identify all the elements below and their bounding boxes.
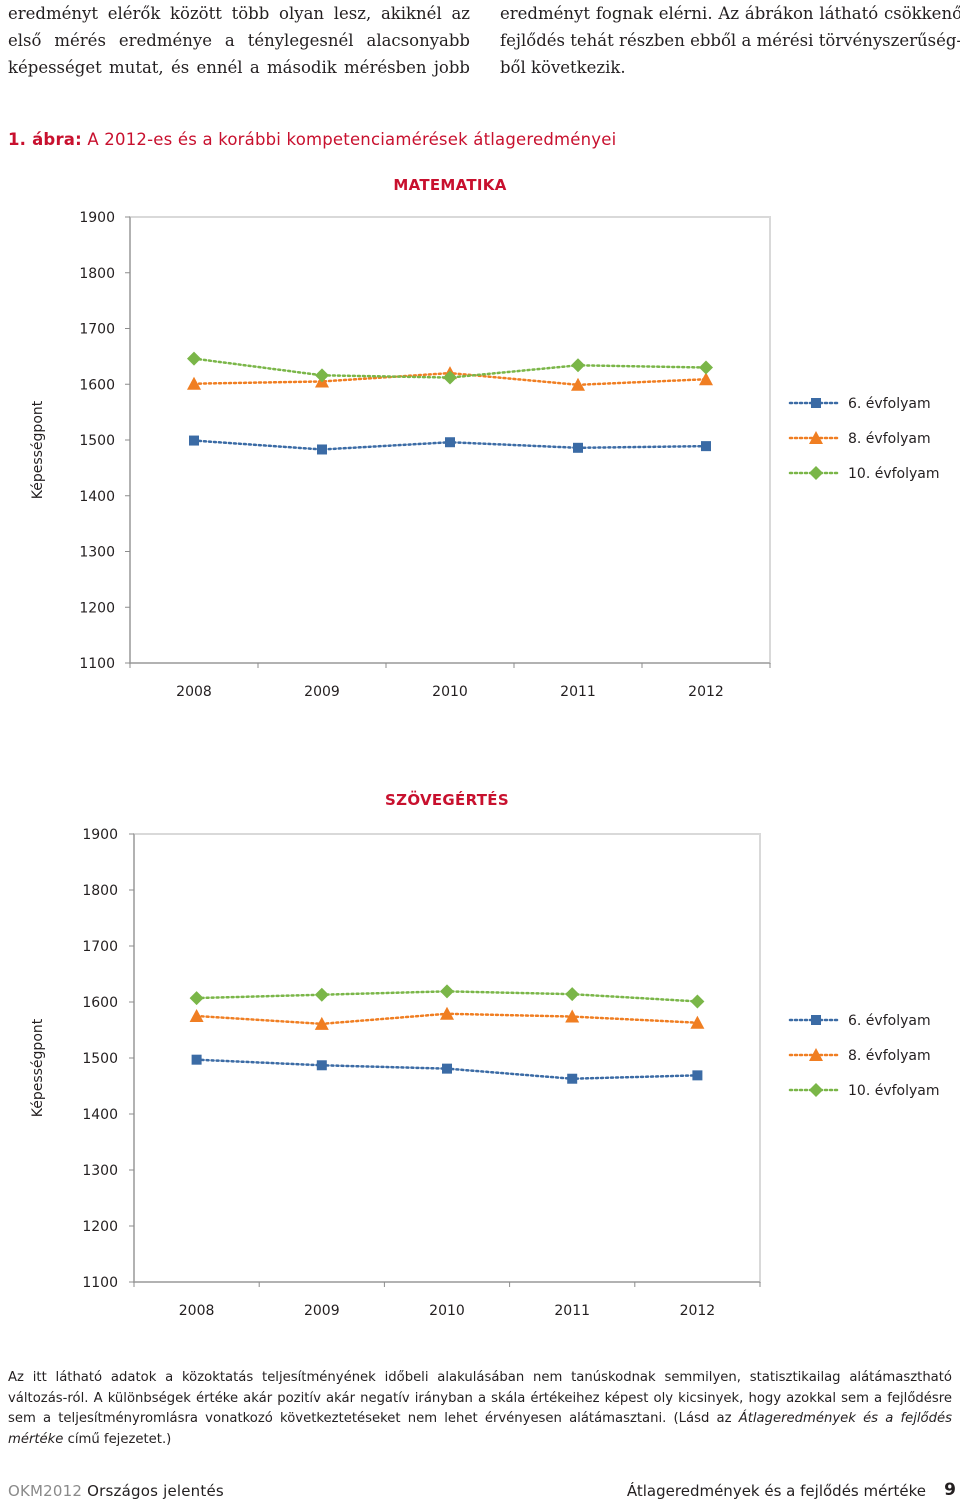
x-tick-label: 2011 [554, 1303, 590, 1319]
y-tick-label: 1900 [82, 827, 118, 843]
y-tick-label: 1100 [79, 656, 115, 672]
body-text-line: eredményt fognak elérni. Az ábrákon láth… [500, 4, 960, 23]
y-tick-label: 1200 [82, 1219, 118, 1235]
figure-caption-text: A 2012-es és a korábbi kompetenciamérése… [87, 130, 617, 149]
body-text-right-column: eredményt fognak elérni. Az ábrákon láth… [500, 0, 960, 81]
math-line-chart: MATEMATIKA 1900 1800 1700 1600 1500 1400 1300 12… [0, 160, 960, 720]
legend-marker [809, 1048, 823, 1061]
y-axis-label: Képességpont [30, 400, 46, 499]
y-tick-label: 1800 [82, 883, 118, 899]
y-tick-label: 1400 [82, 1107, 118, 1123]
legend-label: 10. évfolyam [848, 1083, 940, 1099]
y-tick-label: 1600 [79, 377, 115, 393]
y-tick-label: 1700 [82, 939, 118, 955]
data-point-marker [701, 441, 711, 452]
x-tick-label: 2012 [688, 684, 724, 700]
data-point-marker [571, 377, 585, 391]
body-text-line: fejlődés tehát részben ebből a mérési tö… [500, 31, 960, 50]
data-point-marker [699, 372, 713, 386]
data-point-marker [191, 1054, 202, 1065]
footer-report-name: OKM2012 Országos jelentés [8, 1482, 224, 1500]
y-tick-label: 1900 [79, 210, 115, 226]
data-point-marker [565, 987, 580, 1002]
x-tick-label: 2011 [560, 684, 596, 700]
x-tick-label: 2012 [680, 1303, 716, 1319]
data-point-marker [573, 442, 583, 453]
data-point-marker [699, 360, 713, 375]
y-tick-label: 1700 [79, 322, 115, 338]
data-point-marker [445, 437, 455, 448]
data-point-marker [440, 1006, 454, 1020]
data-point-marker [690, 1015, 705, 1029]
legend-marker [811, 1015, 821, 1025]
legend-label: 6. évfolyam [848, 1013, 931, 1029]
note-text: Az itt látható adatok a közoktatás telje… [8, 1370, 952, 1426]
y-tick-label: 1600 [82, 995, 118, 1011]
y-tick-label: 1500 [82, 1051, 118, 1067]
y-tick-label: 1800 [79, 266, 115, 282]
data-point-marker [314, 987, 329, 1002]
legend-marker [809, 431, 823, 444]
math-chart-svg: MATEMATIKA 1900 1800 1700 1600 1500 1400 1300 12… [30, 176, 940, 700]
reading-line-chart: SZÖVEGÉRTÉS 1900 1800 1700 1600 1500 1400 1300 1… [0, 780, 960, 1340]
legend-label: 8. évfolyam [848, 431, 931, 447]
body-text-line: eredményt elérők között több olyan lesz,… [8, 4, 470, 23]
data-point-marker [443, 370, 457, 385]
body-text-line: első mérés eredménye a ténylegesnél alac… [8, 31, 470, 50]
legend-marker [809, 466, 823, 480]
footer-section-title: Átlageredmények és a fejlődés mértéke [626, 1482, 926, 1500]
page-number: 9 [944, 1480, 956, 1500]
chart-title: MATEMATIKA [393, 176, 506, 194]
y-tick-label: 1300 [82, 1163, 118, 1179]
y-tick-label: 1300 [79, 545, 115, 561]
reading-chart-svg: SZÖVEGÉRTÉS 1900 1800 1700 1600 1500 1400 1300 1… [30, 790, 940, 1319]
data-point-marker [565, 1009, 580, 1023]
x-tick-label: 2008 [176, 684, 212, 700]
data-point-marker [187, 351, 201, 366]
legend-label: 10. évfolyam [848, 466, 940, 482]
body-text-line: ből következik. [500, 58, 626, 77]
y-axis-label: Képességpont [30, 1018, 46, 1117]
data-point-marker [189, 991, 204, 1006]
data-point-marker [440, 984, 454, 999]
x-tick-label: 2010 [432, 684, 468, 700]
data-point-marker [571, 358, 585, 373]
x-tick-label: 2009 [304, 684, 340, 700]
chart-title: SZÖVEGÉRTÉS [385, 790, 509, 809]
x-tick-label: 2008 [179, 1303, 215, 1319]
y-tick-label: 1100 [82, 1275, 118, 1291]
note-italic-reference: Átlageredmények és a fejlődés mértéke [8, 1411, 952, 1447]
data-point-marker [314, 1016, 329, 1030]
footer-report: Országos jelentés [87, 1482, 224, 1500]
data-point-marker [567, 1073, 578, 1084]
data-point-marker [315, 368, 329, 383]
data-point-marker [317, 444, 327, 455]
data-point-marker [187, 376, 201, 390]
body-text-left-column: eredményt elérők között több olyan lesz,… [8, 0, 470, 81]
legend-label: 8. évfolyam [848, 1048, 931, 1064]
figure-number: 1. ábra: [8, 130, 82, 149]
footer-org: OKM2012 [8, 1482, 83, 1500]
figure-note: Az itt látható adatok a közoktatás telje… [8, 1368, 952, 1450]
legend-marker [809, 1083, 823, 1097]
y-tick-label: 1200 [79, 600, 115, 616]
data-point-marker [690, 994, 705, 1009]
figure-caption: 1. ábra: A 2012-es és a korábbi kompeten… [8, 130, 616, 149]
x-tick-label: 2009 [304, 1303, 340, 1319]
y-tick-label: 1500 [79, 433, 115, 449]
legend-label: 6. évfolyam [848, 396, 931, 412]
x-tick-label: 2010 [429, 1303, 465, 1319]
data-point-marker [316, 1060, 327, 1071]
data-point-marker [692, 1070, 703, 1081]
plot-area-border [133, 833, 761, 1283]
y-tick-label: 1400 [79, 489, 115, 505]
data-point-marker [189, 1009, 204, 1022]
body-text-line: képességet mutat, és ennél a második mér… [8, 58, 470, 77]
data-point-marker [189, 435, 199, 446]
data-point-marker [442, 1063, 452, 1074]
note-text-end: című fejezetet.) [63, 1431, 172, 1447]
legend-marker [811, 398, 821, 408]
